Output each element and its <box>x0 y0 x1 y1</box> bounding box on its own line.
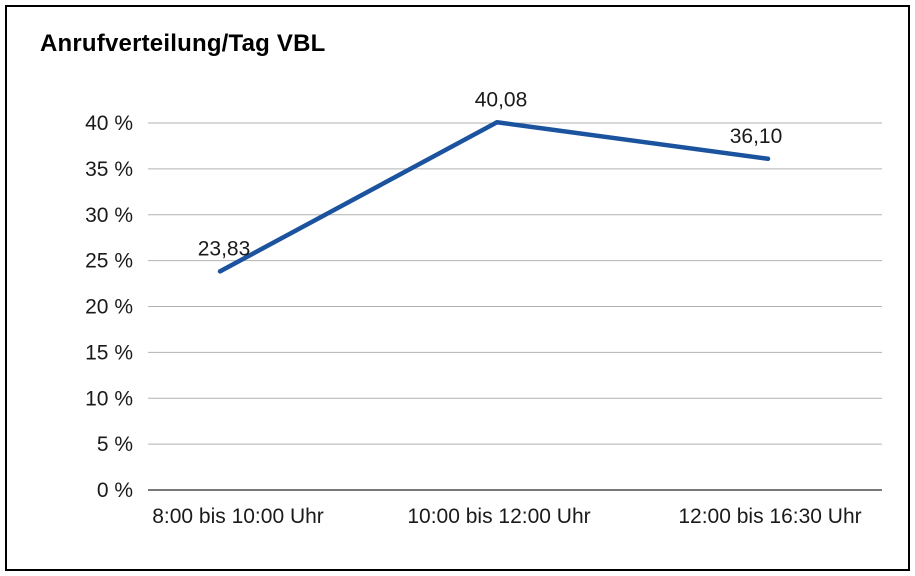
y-tick-label: 5 % <box>97 433 133 456</box>
y-tick-label: 20 % <box>85 296 133 319</box>
y-tick-label: 15 % <box>85 341 133 364</box>
series-line <box>217 120 771 274</box>
y-tick-label: 25 % <box>85 250 133 273</box>
data-point-label: 23,83 <box>198 237 251 260</box>
data-point-label: 40,08 <box>475 88 528 111</box>
y-tick-label: 0 % <box>97 479 133 502</box>
y-tick-label: 40 % <box>85 112 133 135</box>
x-category-label: 12:00 bis 16:30 Uhr <box>678 505 861 528</box>
x-category-label: 10:00 bis 12:00 Uhr <box>407 505 590 528</box>
y-tick-label: 35 % <box>85 158 133 181</box>
data-point-label: 36,10 <box>730 125 783 148</box>
y-tick-label: 10 % <box>85 387 133 410</box>
x-category-label: 8:00 bis 10:00 Uhr <box>152 505 324 528</box>
chart-title: Anrufverteilung/Tag VBL <box>40 30 326 57</box>
y-tick-label: 30 % <box>85 204 133 227</box>
